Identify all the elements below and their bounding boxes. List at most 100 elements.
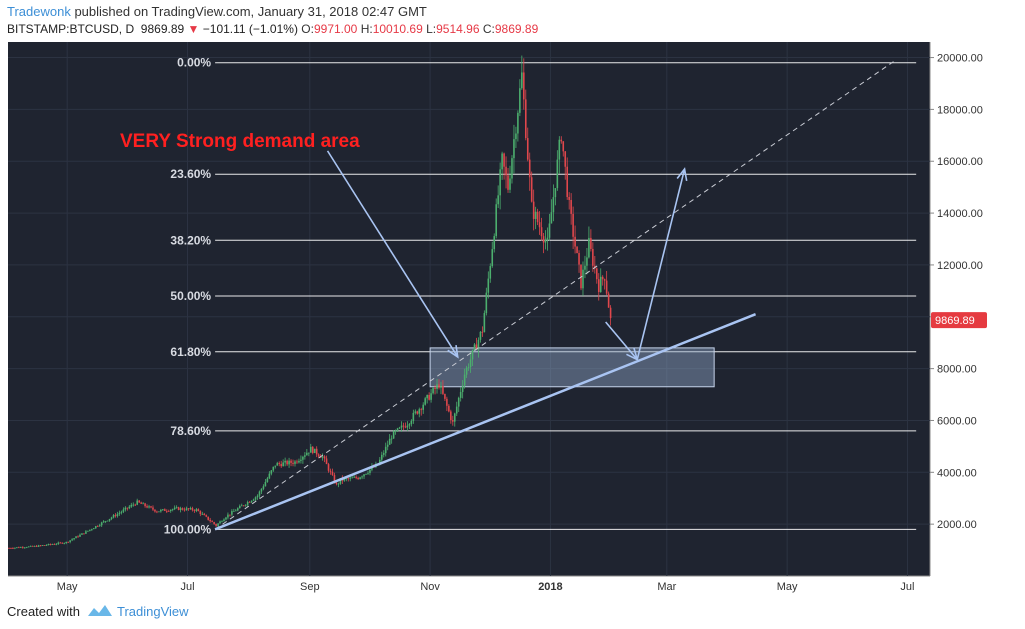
- candle-body: [134, 504, 137, 506]
- candle-body: [282, 462, 284, 467]
- price-axis-panel[interactable]: [930, 42, 1025, 576]
- time-axis-panel[interactable]: [8, 576, 930, 596]
- candle-body: [349, 477, 352, 479]
- candle-body: [457, 397, 460, 407]
- fib-level-label: 50.00%: [170, 289, 211, 303]
- candle-body: [256, 495, 259, 498]
- candle-body: [217, 523, 219, 526]
- candle-body: [331, 471, 334, 476]
- candle-body: [57, 542, 60, 544]
- candle-body: [503, 153, 505, 167]
- candle-body: [428, 394, 430, 400]
- candle-body: [87, 530, 89, 532]
- candle-body: [335, 482, 338, 485]
- candle-body: [355, 476, 357, 478]
- candle-body: [446, 398, 448, 406]
- candle-body: [156, 511, 158, 513]
- time-tick-label: 2018: [538, 581, 562, 593]
- price-tick-label: 18000.00: [937, 104, 983, 116]
- high-value: 10010.69: [372, 22, 423, 36]
- price-tick-label: 8000.00: [937, 364, 977, 376]
- candle-body: [160, 509, 162, 512]
- candle-body: [71, 539, 73, 541]
- candle-body: [380, 454, 383, 460]
- candle-body: [548, 223, 551, 238]
- high-label: H:: [360, 22, 373, 36]
- candle-body: [260, 488, 263, 492]
- candle-body: [108, 518, 111, 521]
- candle-body: [396, 428, 399, 431]
- candle-body: [450, 411, 452, 421]
- candle-body: [475, 344, 478, 350]
- candle-body: [25, 547, 28, 549]
- time-tick-label: May: [777, 581, 798, 593]
- plot-area[interactable]: [8, 42, 930, 576]
- candle-body: [205, 515, 208, 517]
- candle-body: [550, 212, 553, 224]
- candle-body: [572, 213, 574, 237]
- publish-info: Tradewonk published on TradingView.com, …: [7, 4, 427, 19]
- price-tick-label: 6000.00: [937, 415, 977, 427]
- projection-arrow-up-shaft: [636, 168, 686, 360]
- candle-body: [96, 526, 99, 527]
- price-change: −101.11 (−1.01%): [202, 22, 298, 36]
- candle-body: [118, 512, 121, 514]
- fib-level-label: 61.80%: [170, 345, 211, 359]
- candle-body: [576, 246, 578, 254]
- candle-body: [211, 521, 213, 523]
- candle-body: [81, 533, 83, 535]
- candle-body: [459, 391, 462, 398]
- candle-body: [250, 500, 253, 503]
- candle-body: [238, 505, 241, 509]
- candle-body: [146, 506, 148, 508]
- candle-body: [112, 515, 115, 518]
- candle-body: [582, 269, 584, 289]
- open-value: 9971.00: [313, 22, 358, 36]
- candle-body: [83, 533, 85, 535]
- author-link[interactable]: Tradewonk: [7, 4, 71, 19]
- candle-body: [574, 236, 576, 247]
- candle-body: [361, 476, 363, 478]
- candle-body: [12, 548, 14, 549]
- tradingview-brand[interactable]: TradingView: [117, 604, 189, 619]
- candle-body: [412, 412, 415, 421]
- candle-body: [185, 508, 188, 511]
- candle-body: [203, 513, 206, 516]
- candle-body: [308, 452, 310, 454]
- candle-body: [94, 526, 97, 529]
- last-price: 9869.89: [140, 22, 185, 36]
- candle-body: [246, 502, 249, 505]
- candle-body: [164, 509, 166, 511]
- candle-body: [588, 237, 590, 258]
- candle-body: [290, 460, 292, 463]
- candle-body: [207, 516, 210, 520]
- candle-body: [605, 280, 608, 294]
- candle-body: [162, 509, 164, 511]
- candle-body: [584, 265, 586, 270]
- chart-header: Tradewonk published on TradingView.com, …: [0, 0, 1025, 42]
- candle-body: [29, 545, 32, 547]
- candle-body: [394, 430, 397, 432]
- candle-body: [586, 257, 588, 266]
- candle-body: [138, 500, 140, 503]
- candle-body: [266, 478, 269, 482]
- candle-body: [120, 511, 123, 513]
- candle-body: [448, 405, 450, 412]
- candle-body: [607, 293, 610, 308]
- candle-body: [546, 237, 549, 240]
- symbol-label: BITSTAMP:BTCUSD, D: [7, 22, 135, 36]
- low-label: L:: [426, 22, 437, 36]
- candle-body: [187, 508, 190, 510]
- candle-body: [564, 151, 567, 167]
- candle-body: [532, 201, 535, 219]
- candle-body: [41, 545, 44, 547]
- candle-body: [286, 460, 288, 465]
- candle-body: [592, 248, 594, 266]
- open-label: O:: [301, 22, 314, 36]
- price-chart[interactable]: 0.00% 23.60% 38.20% 50.00% 61.80% 78.60% 100.0…: [0, 42, 1025, 596]
- candle-body: [363, 474, 365, 477]
- candle-body: [578, 253, 580, 265]
- candle-body: [410, 420, 413, 425]
- candle-body: [98, 525, 101, 527]
- candle-body: [436, 384, 438, 389]
